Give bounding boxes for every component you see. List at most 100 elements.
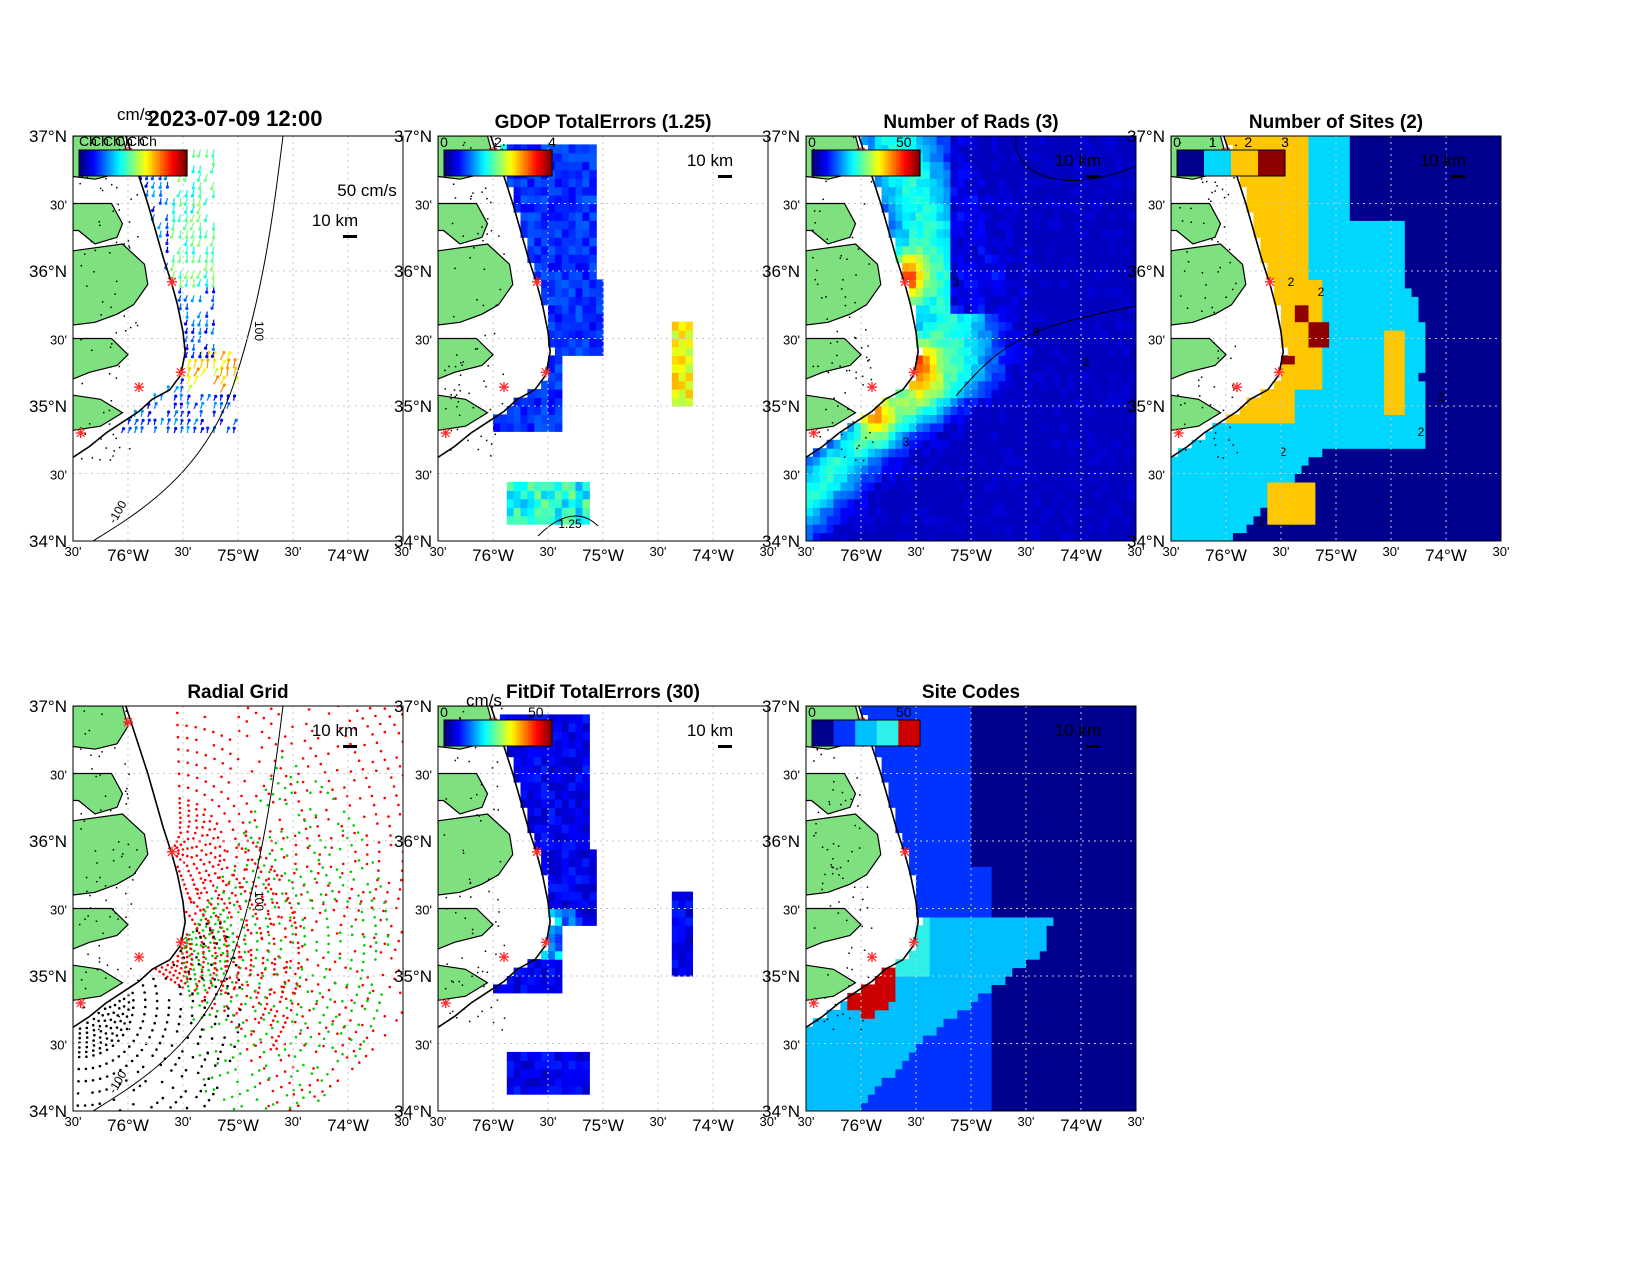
heatmap-cell	[1301, 203, 1310, 213]
coast-dot	[130, 416, 132, 419]
heatmap-cell	[541, 262, 549, 272]
heatmap-cell	[998, 304, 1006, 314]
heatmap-cell	[1377, 498, 1385, 508]
heatmap-cell	[1336, 397, 1344, 407]
heatmap-cell	[1026, 161, 1034, 171]
current-vector-head	[175, 386, 179, 390]
heatmap-cell	[1459, 211, 1468, 221]
heatmap-cell	[1205, 532, 1213, 541]
heatmap-cell	[1067, 271, 1075, 280]
colorbar-tick-label: 50	[896, 134, 912, 150]
heatmap-cell	[1281, 245, 1289, 255]
heatmap-cell	[1342, 448, 1351, 458]
heatmap-cell	[1205, 473, 1213, 483]
lat-tick-label: 37°N	[29, 127, 67, 146]
heatmap-cell	[1342, 465, 1351, 475]
heatmap-cell	[582, 481, 590, 491]
axes-frame	[805, 135, 1137, 542]
heatmap-cell	[916, 363, 924, 373]
heatmap-cell	[943, 524, 951, 534]
coast-dot	[840, 448, 843, 450]
heatmap-cell	[874, 422, 883, 432]
coast-dot	[869, 431, 871, 434]
heatmap-cell	[1322, 178, 1330, 188]
heatmap-cell	[1452, 279, 1461, 289]
heatmap-cell	[1363, 465, 1371, 475]
heatmap-cell	[950, 414, 958, 424]
heatmap-cell	[575, 262, 583, 272]
heatmap-cell	[1012, 524, 1020, 534]
heatmap-cell	[1356, 338, 1365, 348]
heatmap-cell	[1122, 152, 1130, 162]
heatmap-cell	[902, 532, 910, 541]
heatmap-cell	[575, 254, 583, 264]
heatmap-cell	[984, 169, 993, 179]
land-polygon	[73, 394, 124, 431]
heatmap-cell	[1411, 203, 1420, 213]
heatmap-cell	[1349, 178, 1358, 188]
heatmap-cell	[957, 144, 965, 154]
heatmap-cell	[1432, 372, 1440, 382]
heatmap-cell	[1308, 372, 1316, 382]
heatmap-cell	[1171, 507, 1179, 517]
heatmap-cell	[1411, 389, 1420, 399]
coast-dot	[99, 224, 101, 227]
heatmap-cell	[1363, 169, 1371, 179]
colorbar-swatch	[457, 150, 461, 176]
current-vector-head	[200, 418, 204, 423]
heatmap-cell	[513, 203, 522, 213]
heatmap-cell	[1377, 321, 1385, 331]
heatmap-cell	[1446, 481, 1454, 491]
heatmap-cell	[1418, 203, 1426, 213]
current-vector-head	[198, 235, 202, 239]
heatmap-cell	[1046, 296, 1055, 306]
heatmap-cell	[1060, 372, 1068, 382]
heatmap-cell	[1246, 448, 1255, 458]
current-vector-head	[163, 177, 167, 181]
site-marker	[167, 276, 177, 287]
colorbar-swatch	[168, 150, 172, 176]
coast-dot	[459, 374, 462, 376]
heatmap-cell	[1005, 406, 1013, 415]
heatmap-cell	[1053, 220, 1061, 230]
heatmap-cell	[1122, 532, 1130, 541]
heatmap-cell	[1418, 178, 1426, 188]
heatmap-cell	[1315, 397, 1323, 407]
heatmap-cell	[936, 279, 945, 289]
heatmap-cell	[1473, 211, 1481, 221]
heatmap-cell	[1074, 389, 1082, 399]
heatmap-cell	[984, 136, 993, 145]
heatmap-cell	[1425, 296, 1433, 306]
heatmap-cell	[589, 152, 597, 162]
heatmap-cell	[1239, 498, 1248, 508]
heatmap-cell	[916, 178, 924, 188]
heatmap-cell	[1473, 287, 1481, 297]
coast-dot	[825, 296, 827, 298]
coast-dot	[459, 390, 461, 392]
heatmap-cell	[1094, 287, 1103, 297]
coast-dot	[473, 247, 475, 249]
heatmap-cell	[1397, 490, 1406, 500]
heatmap-cell	[1397, 245, 1406, 255]
heatmap-cell	[1094, 279, 1103, 289]
coast-dot	[819, 210, 821, 212]
heatmap-cell	[854, 465, 862, 475]
coast-dot	[454, 267, 456, 270]
heatmap-cell	[1012, 287, 1020, 297]
heatmap-cell	[1425, 220, 1433, 230]
heatmap-cell	[1032, 296, 1041, 306]
heatmap-cell	[998, 389, 1006, 399]
heatmap-cell	[971, 161, 979, 171]
heatmap-cell	[922, 431, 931, 441]
heatmap-cell	[1329, 186, 1337, 196]
heatmap-cell	[1446, 422, 1454, 432]
colorbar-swatch	[146, 150, 150, 176]
heatmap-cell	[582, 245, 590, 255]
current-vector-head	[166, 385, 170, 389]
heatmap-cell	[1122, 144, 1130, 154]
heatmap-cell	[971, 304, 979, 314]
heatmap-cell	[1418, 245, 1426, 255]
heatmap-cell	[950, 372, 958, 382]
current-vector-head	[178, 284, 183, 288]
heatmap-cell	[1342, 439, 1351, 449]
